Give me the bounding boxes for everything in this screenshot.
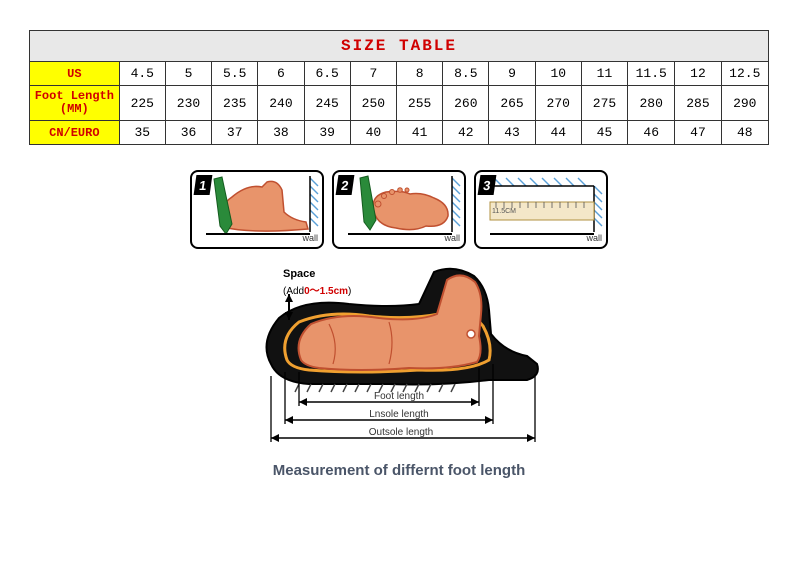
- us-row: US 4.5 5 5.5 6 6.5 7 8 8.5 9 10 11 11.5 …: [30, 62, 769, 86]
- ce-10: 45: [581, 121, 627, 145]
- size-table-container: SIZE TABLE US 4.5 5 5.5 6 6.5 7 8 8.5 9 …: [29, 30, 769, 145]
- us-0: 4.5: [119, 62, 165, 86]
- ce-1: 36: [165, 121, 211, 145]
- fl-12: 285: [675, 86, 721, 121]
- us-label: US: [30, 62, 120, 86]
- us-5: 7: [350, 62, 396, 86]
- us-4: 6.5: [304, 62, 350, 86]
- cn-euro-label: CN/EURO: [30, 121, 120, 145]
- ce-0: 35: [119, 121, 165, 145]
- step-2-wall-label: wall: [444, 233, 460, 243]
- ce-7: 42: [443, 121, 489, 145]
- fl-9: 270: [535, 86, 581, 121]
- us-11: 11.5: [628, 62, 675, 86]
- ce-11: 46: [628, 121, 675, 145]
- cn-euro-row: CN/EURO 35 36 37 38 39 40 41 42 43 44 45…: [30, 121, 769, 145]
- caption: Measurement of differnt foot length: [0, 462, 798, 479]
- outsole-length-label: Outsole length: [351, 427, 451, 438]
- fl-4: 245: [304, 86, 350, 121]
- main-foot-diagram: Space (Add0～1.5cm): [239, 264, 559, 454]
- fl-2: 235: [212, 86, 258, 121]
- step-1-wall-label: wall: [302, 233, 318, 243]
- fl-11: 280: [628, 86, 675, 121]
- foot-length-label: Foot length: [359, 391, 439, 402]
- step-1-number: 1: [194, 175, 213, 195]
- us-9: 10: [535, 62, 581, 86]
- insole-length-label: Lnsole length: [351, 409, 447, 420]
- us-12: 12: [675, 62, 721, 86]
- ce-6: 41: [396, 121, 442, 145]
- step-1: 1 wall: [190, 170, 324, 249]
- step-3-number: 3: [478, 175, 497, 195]
- steps-row: 1 wall 2: [0, 170, 798, 249]
- us-1: 5: [165, 62, 211, 86]
- us-8: 9: [489, 62, 535, 86]
- step-2: 2 wall: [332, 170, 466, 249]
- space-add-open: (Add: [283, 286, 304, 297]
- fl-10: 275: [581, 86, 627, 121]
- step-3: 3: [474, 170, 608, 249]
- space-label: Space: [283, 268, 315, 280]
- step-3-measurement: 11.5CM: [492, 208, 516, 215]
- us-3: 6: [258, 62, 304, 86]
- us-2: 5.5: [212, 62, 258, 86]
- us-13: 12.5: [721, 62, 768, 86]
- us-6: 8: [396, 62, 442, 86]
- ce-9: 44: [535, 121, 581, 145]
- fl-0: 225: [119, 86, 165, 121]
- ce-12: 47: [675, 121, 721, 145]
- table-title: SIZE TABLE: [30, 31, 769, 62]
- ce-3: 38: [258, 121, 304, 145]
- ce-5: 40: [350, 121, 396, 145]
- ce-4: 39: [304, 121, 350, 145]
- us-7: 8.5: [443, 62, 489, 86]
- ce-2: 37: [212, 121, 258, 145]
- fl-13: 290: [721, 86, 768, 121]
- foot-length-row: Foot Length (MM) 225 230 235 240 245 250…: [30, 86, 769, 121]
- fl-6: 255: [396, 86, 442, 121]
- space-add: (Add0～1.5cm): [283, 282, 351, 297]
- diagram-area: 1 wall 2: [0, 170, 798, 479]
- fl-8: 265: [489, 86, 535, 121]
- fl-1: 230: [165, 86, 211, 121]
- fl-7: 260: [443, 86, 489, 121]
- space-range: 0～1.5cm: [304, 286, 348, 297]
- ce-8: 43: [489, 121, 535, 145]
- step-3-wall-label: wall: [586, 233, 602, 243]
- fl-3: 240: [258, 86, 304, 121]
- fl-5: 250: [350, 86, 396, 121]
- foot-length-label: Foot Length (MM): [30, 86, 120, 121]
- space-add-close: ): [348, 286, 351, 297]
- ce-13: 48: [721, 121, 768, 145]
- step-2-number: 2: [336, 175, 355, 195]
- title-row: SIZE TABLE: [30, 31, 769, 62]
- size-table: SIZE TABLE US 4.5 5 5.5 6 6.5 7 8 8.5 9 …: [29, 30, 769, 145]
- us-10: 11: [581, 62, 627, 86]
